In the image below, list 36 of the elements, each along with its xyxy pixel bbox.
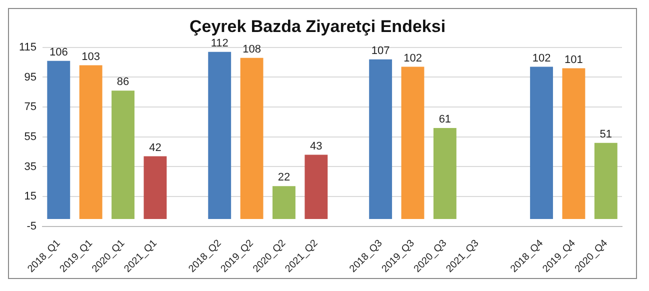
bar: [401, 66, 424, 219]
bar: [369, 59, 392, 219]
bar: [594, 142, 618, 219]
bar: [433, 128, 456, 219]
data-label: 61: [438, 113, 452, 126]
data-label: 103: [82, 50, 100, 63]
bar: [272, 186, 296, 219]
y-tick-label: 95: [24, 71, 37, 84]
data-label: 102: [404, 52, 422, 64]
y-tick-label: 115: [18, 41, 37, 54]
chart-title: Çeyrek Bazda Ziyaretçi Endeksi: [189, 16, 446, 36]
bar: [208, 52, 232, 219]
data-label: 42: [149, 142, 162, 154]
bar: [304, 154, 328, 219]
data-label: 108: [242, 43, 261, 56]
data-label: 107: [371, 44, 390, 57]
y-tick-label: 15: [24, 190, 37, 203]
bar: [79, 65, 102, 219]
bar: [144, 156, 167, 219]
bar: [240, 58, 264, 219]
bar: [530, 66, 553, 219]
bar: [562, 68, 586, 219]
bar: [112, 90, 134, 219]
data-label: 101: [564, 54, 583, 66]
data-label: 106: [49, 46, 68, 58]
data-label: 86: [116, 76, 130, 88]
y-tick-label: -5: [26, 220, 37, 232]
data-label: 112: [210, 37, 228, 50]
y-tick-label: 75: [24, 101, 37, 114]
data-label: 43: [310, 140, 322, 152]
y-tick-label: 55: [24, 130, 37, 143]
y-tick-label: 35: [24, 160, 37, 173]
data-label: 102: [532, 52, 551, 64]
data-label: 22: [278, 172, 290, 184]
bar: [47, 60, 70, 219]
data-label: 51: [600, 128, 612, 140]
